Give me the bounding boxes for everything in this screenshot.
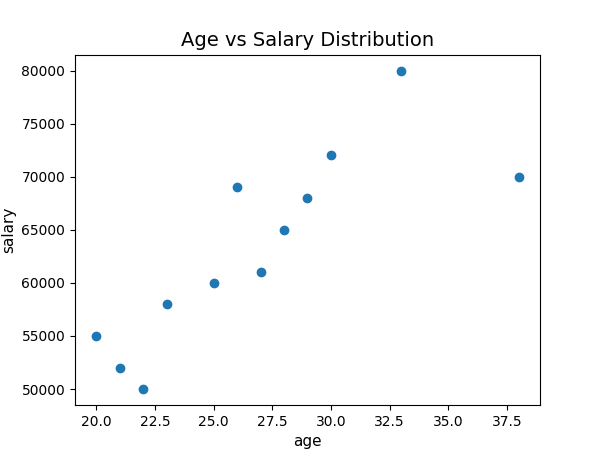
Point xyxy=(232,184,242,191)
Point xyxy=(256,268,265,276)
Point xyxy=(162,300,172,308)
Point xyxy=(326,152,336,159)
Point xyxy=(397,67,406,74)
Point xyxy=(139,385,148,393)
X-axis label: age: age xyxy=(293,434,322,449)
Title: Age vs Salary Distribution: Age vs Salary Distribution xyxy=(181,31,434,50)
Point xyxy=(279,226,289,233)
Y-axis label: salary: salary xyxy=(1,207,16,253)
Point xyxy=(115,364,124,371)
Point xyxy=(91,332,101,339)
Point xyxy=(302,194,312,202)
Point xyxy=(209,279,218,287)
Point xyxy=(514,173,524,180)
